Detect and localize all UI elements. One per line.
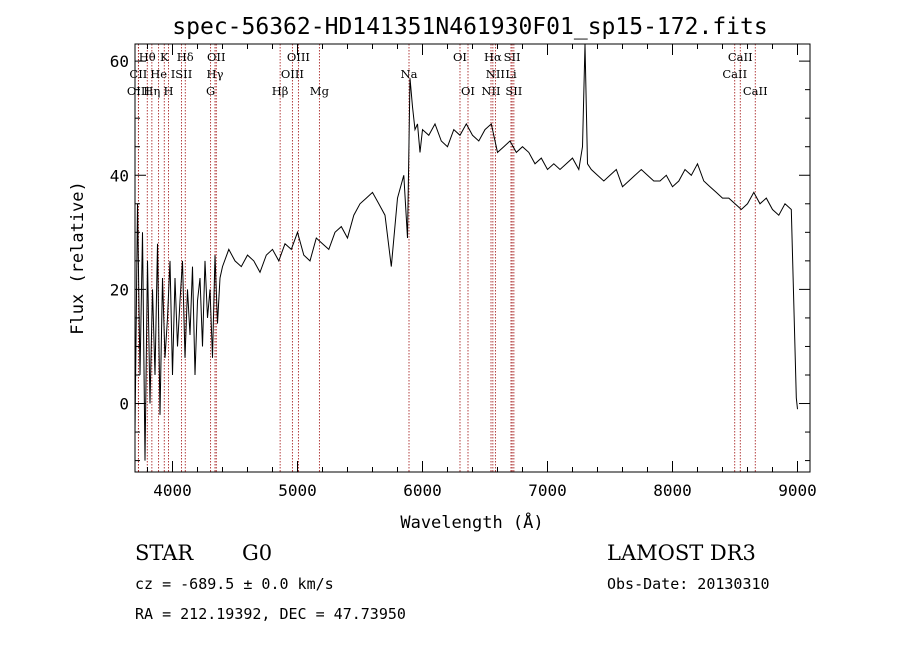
- spectral-line-label: Mg: [310, 84, 330, 98]
- spectral-line-label: NII: [486, 67, 505, 81]
- spectral-line-label: Hγ: [207, 67, 224, 81]
- spectral-line-label: SII: [505, 84, 522, 98]
- spectral-line-label: CII: [129, 67, 147, 81]
- spectral-line-label: OIII: [281, 67, 304, 81]
- spectral-line-label: SII: [504, 50, 521, 64]
- redshift-readout: cz = -689.5 ± 0.0 km/s: [135, 575, 334, 593]
- spectral-subclass: G0: [242, 541, 272, 565]
- spectral-line-label: He: [150, 67, 167, 81]
- spectral-line-label: NII: [481, 84, 500, 98]
- spectral-line-label: G: [206, 84, 215, 98]
- spectral-line-label: CaII: [728, 50, 753, 64]
- spectral-line-label: OIII: [287, 50, 310, 64]
- x-tick-label: 5000: [278, 481, 317, 500]
- spectral-line-label: CaII: [743, 84, 768, 98]
- x-tick-label: 6000: [403, 481, 442, 500]
- spectral-line-label: K: [160, 50, 169, 64]
- y-tick-label: 60: [110, 52, 129, 71]
- y-axis-label: Flux (relative): [68, 181, 88, 335]
- spectral-line-label: ISII: [171, 67, 193, 81]
- spectrum-series-line: [134, 43, 798, 461]
- axis-tick-labels: 4000 5000 6000 7000 8000 9000 0 20 40 60: [110, 52, 817, 500]
- spectral-line-label: OI: [453, 50, 467, 64]
- spectral-line-label: OII: [207, 50, 226, 64]
- x-axis-label: Wavelength (Å): [400, 511, 543, 533]
- spectral-line-markers: [137, 44, 756, 472]
- coordinates-readout: RA = 212.19392, DEC = 47.73950: [135, 605, 406, 623]
- survey-name: LAMOST DR3: [607, 541, 756, 565]
- y-tick-label: 40: [110, 166, 129, 185]
- chart-title: spec-56362-HD141351N461930F01_sp15-172.f…: [172, 14, 767, 40]
- spectral-line-label: OI: [461, 84, 475, 98]
- spectral-line-label: OIII: [127, 84, 150, 98]
- y-tick-label: 0: [119, 395, 129, 414]
- axis-ticks: [135, 44, 810, 472]
- spectral-line-label: Li: [505, 67, 517, 81]
- spectral-line-label: Hθ: [139, 50, 156, 64]
- spectral-line-label: Hβ: [272, 84, 289, 98]
- spectral-line-label: Na: [401, 67, 418, 81]
- spectral-line-label: Hη: [143, 84, 160, 98]
- x-tick-label: 7000: [528, 481, 567, 500]
- y-tick-label: 20: [110, 280, 129, 299]
- x-tick-label: 4000: [153, 481, 192, 500]
- spectral-line-label: CaII: [722, 67, 747, 81]
- spectral-line-label: H: [163, 84, 173, 98]
- spectral-line-label: Hα: [484, 50, 502, 64]
- x-tick-label: 9000: [778, 481, 817, 500]
- spectral-line-label: Hδ: [177, 50, 194, 64]
- obs-date: Obs-Date: 20130310: [607, 575, 770, 593]
- plot-frame: [134, 43, 811, 473]
- object-type: STAR: [135, 541, 194, 565]
- x-tick-label: 8000: [653, 481, 692, 500]
